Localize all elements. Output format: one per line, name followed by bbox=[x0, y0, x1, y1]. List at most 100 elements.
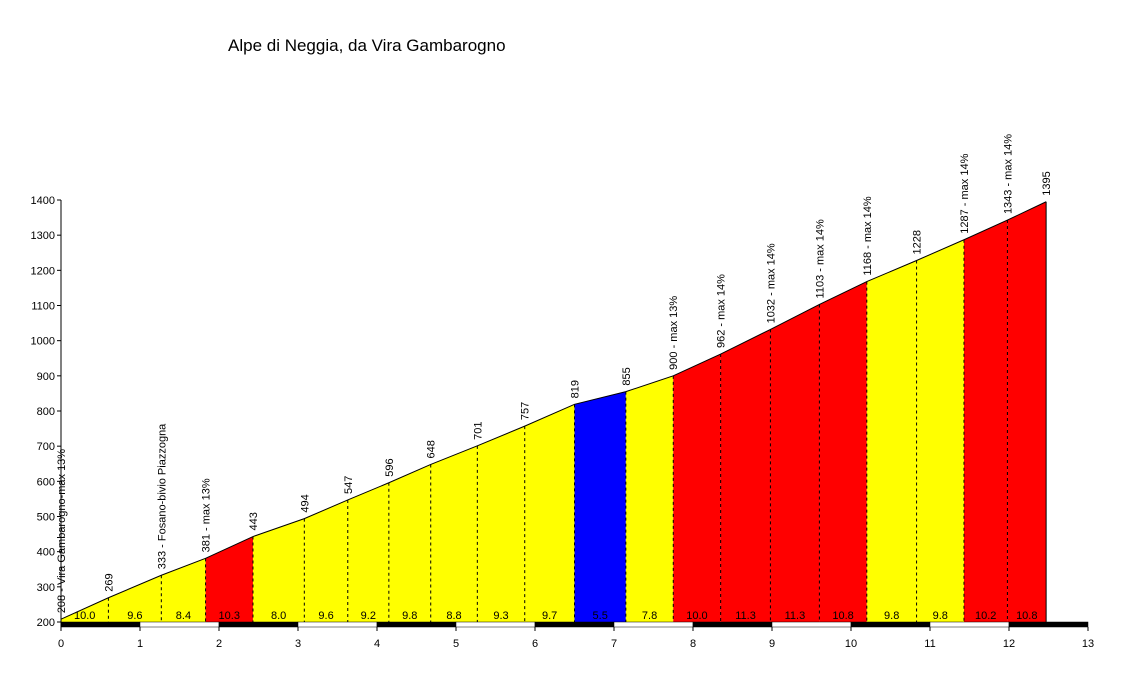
km-scale-block bbox=[297, 621, 378, 628]
segment-gradient-label: 9.8 bbox=[402, 610, 417, 622]
segment-gradient-label: 9.8 bbox=[884, 610, 899, 622]
profile-segment-fill bbox=[916, 239, 964, 622]
point-elevation-label: 494 bbox=[299, 494, 311, 512]
point-elevation-label: 701 bbox=[472, 421, 484, 439]
point-elevation-label: 443 bbox=[248, 512, 260, 530]
km-scale-block bbox=[534, 621, 615, 628]
km-scale-block bbox=[850, 621, 931, 628]
profile-segment-fill bbox=[430, 445, 478, 622]
km-scale-block bbox=[692, 621, 773, 628]
x-tick-label: 10 bbox=[845, 638, 857, 650]
segment-gradient-label: 9.8 bbox=[933, 610, 948, 622]
segment-gradient-label: 10.2 bbox=[975, 610, 996, 622]
point-elevation-label: 855 bbox=[621, 367, 633, 385]
y-tick-label: 1000 bbox=[31, 336, 55, 348]
profile-segment-fill bbox=[819, 281, 867, 622]
point-elevation-label: 1103 - max 14% bbox=[814, 219, 826, 299]
segment-gradient-label: 9.2 bbox=[361, 610, 376, 622]
x-tick-label: 2 bbox=[216, 638, 222, 650]
profile-segment-fill bbox=[304, 499, 348, 622]
x-tick-label: 7 bbox=[611, 638, 617, 650]
y-tick-label: 1200 bbox=[31, 265, 55, 277]
segment-gradient-label: 7.8 bbox=[642, 610, 657, 622]
y-tick-label: 400 bbox=[37, 547, 55, 559]
x-tick-label: 9 bbox=[769, 638, 775, 650]
segment-gradient-label: 9.3 bbox=[493, 610, 508, 622]
profile-segment-fill bbox=[866, 260, 917, 622]
profile-segment-fill bbox=[252, 518, 305, 622]
point-elevation-label: 962 - max 14% bbox=[716, 274, 728, 348]
y-tick-label: 1300 bbox=[31, 230, 55, 242]
x-tick-label: 6 bbox=[532, 638, 538, 650]
km-scale-block bbox=[60, 621, 141, 628]
y-tick-label: 200 bbox=[37, 617, 55, 629]
segment-gradient-label: 10.0 bbox=[686, 610, 707, 622]
point-elevation-label: 1032 - max 14% bbox=[765, 243, 777, 323]
profile-segment-fill bbox=[770, 304, 820, 622]
km-scale-block bbox=[1008, 621, 1089, 628]
x-tick-label: 11 bbox=[924, 638, 935, 650]
profile-segment-fill bbox=[625, 375, 674, 622]
point-elevation-label: 596 bbox=[384, 458, 396, 476]
point-elevation-label: 547 bbox=[343, 476, 355, 494]
segment-gradient-label: 8.4 bbox=[176, 610, 191, 622]
point-elevation-label: 900 - max 13% bbox=[668, 296, 680, 370]
point-elevation-label: 208 - Vira Gambarogno-max 13% bbox=[56, 449, 68, 613]
segment-gradient-label: 10.8 bbox=[832, 610, 853, 622]
profile-segment-fill bbox=[477, 426, 525, 622]
x-tick-label: 0 bbox=[58, 638, 64, 650]
km-scale-block bbox=[771, 621, 852, 628]
point-elevation-label: 1395 bbox=[1041, 171, 1053, 195]
segment-gradient-label: 8.8 bbox=[446, 610, 461, 622]
profile-segment-fill bbox=[524, 404, 575, 622]
x-tick-label: 5 bbox=[453, 638, 459, 650]
x-tick-label: 13 bbox=[1082, 638, 1094, 650]
point-elevation-label: 1287 - max 14% bbox=[959, 153, 971, 233]
y-tick-label: 300 bbox=[37, 582, 55, 594]
x-tick-label: 1 bbox=[137, 638, 143, 650]
y-tick-label: 1400 bbox=[31, 195, 55, 207]
segment-gradient-label: 11.3 bbox=[735, 610, 756, 622]
point-elevation-label: 819 bbox=[570, 380, 582, 398]
profile-segment-fill bbox=[161, 558, 206, 622]
km-scale-block bbox=[455, 621, 536, 628]
profile-segment-fill bbox=[388, 464, 431, 622]
profile-segment-fill bbox=[61, 597, 109, 622]
y-tick-label: 900 bbox=[37, 371, 55, 383]
profile-segment-fill bbox=[205, 536, 253, 622]
point-elevation-label: 757 bbox=[520, 402, 532, 420]
x-tick-label: 3 bbox=[295, 638, 301, 650]
profile-line bbox=[60, 201, 1047, 620]
x-tick-label: 12 bbox=[1003, 638, 1015, 650]
x-tick-label: 8 bbox=[690, 638, 696, 650]
x-tick-label: 4 bbox=[374, 638, 380, 650]
point-elevation-label: 333 - Fosano-bivio Piazzogna bbox=[156, 423, 168, 569]
point-elevation-label: 648 bbox=[426, 440, 438, 458]
segment-gradient-label: 10.3 bbox=[219, 610, 240, 622]
point-elevation-label: 269 bbox=[103, 573, 115, 591]
km-scale-block bbox=[613, 621, 694, 628]
y-tick-label: 500 bbox=[37, 512, 55, 524]
y-tick-label: 700 bbox=[37, 441, 55, 453]
profile-segment-fill bbox=[574, 391, 626, 622]
point-elevation-label: 1343 - max 14% bbox=[1002, 134, 1014, 214]
chart-title: Alpe di Neggia, da Vira Gambarogno bbox=[228, 36, 506, 55]
segment-gradient-label: 5.5 bbox=[593, 610, 608, 622]
km-scale-block bbox=[139, 621, 220, 628]
profile-segment-fill bbox=[720, 329, 771, 622]
segment-gradient-label: 10.0 bbox=[74, 610, 95, 622]
profile-segment-fill bbox=[108, 575, 162, 622]
segment-gradient-label: 9.6 bbox=[127, 610, 142, 622]
y-tick-label: 800 bbox=[37, 406, 55, 418]
y-tick-label: 1100 bbox=[31, 301, 55, 313]
segment-gradient-label: 9.6 bbox=[318, 610, 333, 622]
segment-gradient-label: 8.0 bbox=[271, 610, 286, 622]
segment-gradient-label: 11.3 bbox=[785, 610, 806, 622]
profile-segment-fill bbox=[673, 354, 721, 622]
segment-gradient-label: 10.8 bbox=[1016, 610, 1037, 622]
point-elevation-label: 1168 - max 14% bbox=[862, 196, 874, 276]
point-elevation-label: 381 - max 13% bbox=[201, 478, 213, 552]
km-scale-block bbox=[218, 621, 299, 628]
profile-segment-fill bbox=[1007, 201, 1047, 622]
